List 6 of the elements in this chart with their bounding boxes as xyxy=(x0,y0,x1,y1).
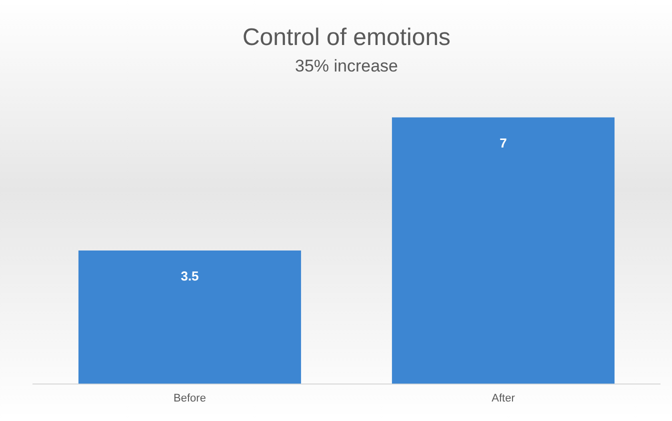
chart-subtitle: 35% increase xyxy=(294,56,398,76)
data-label: 7 xyxy=(500,135,507,150)
x-tick-label: After xyxy=(492,392,516,404)
x-tick-label: Before xyxy=(174,392,206,404)
data-label: 3.5 xyxy=(180,268,199,284)
chart-title: Control of emotions xyxy=(242,24,451,52)
